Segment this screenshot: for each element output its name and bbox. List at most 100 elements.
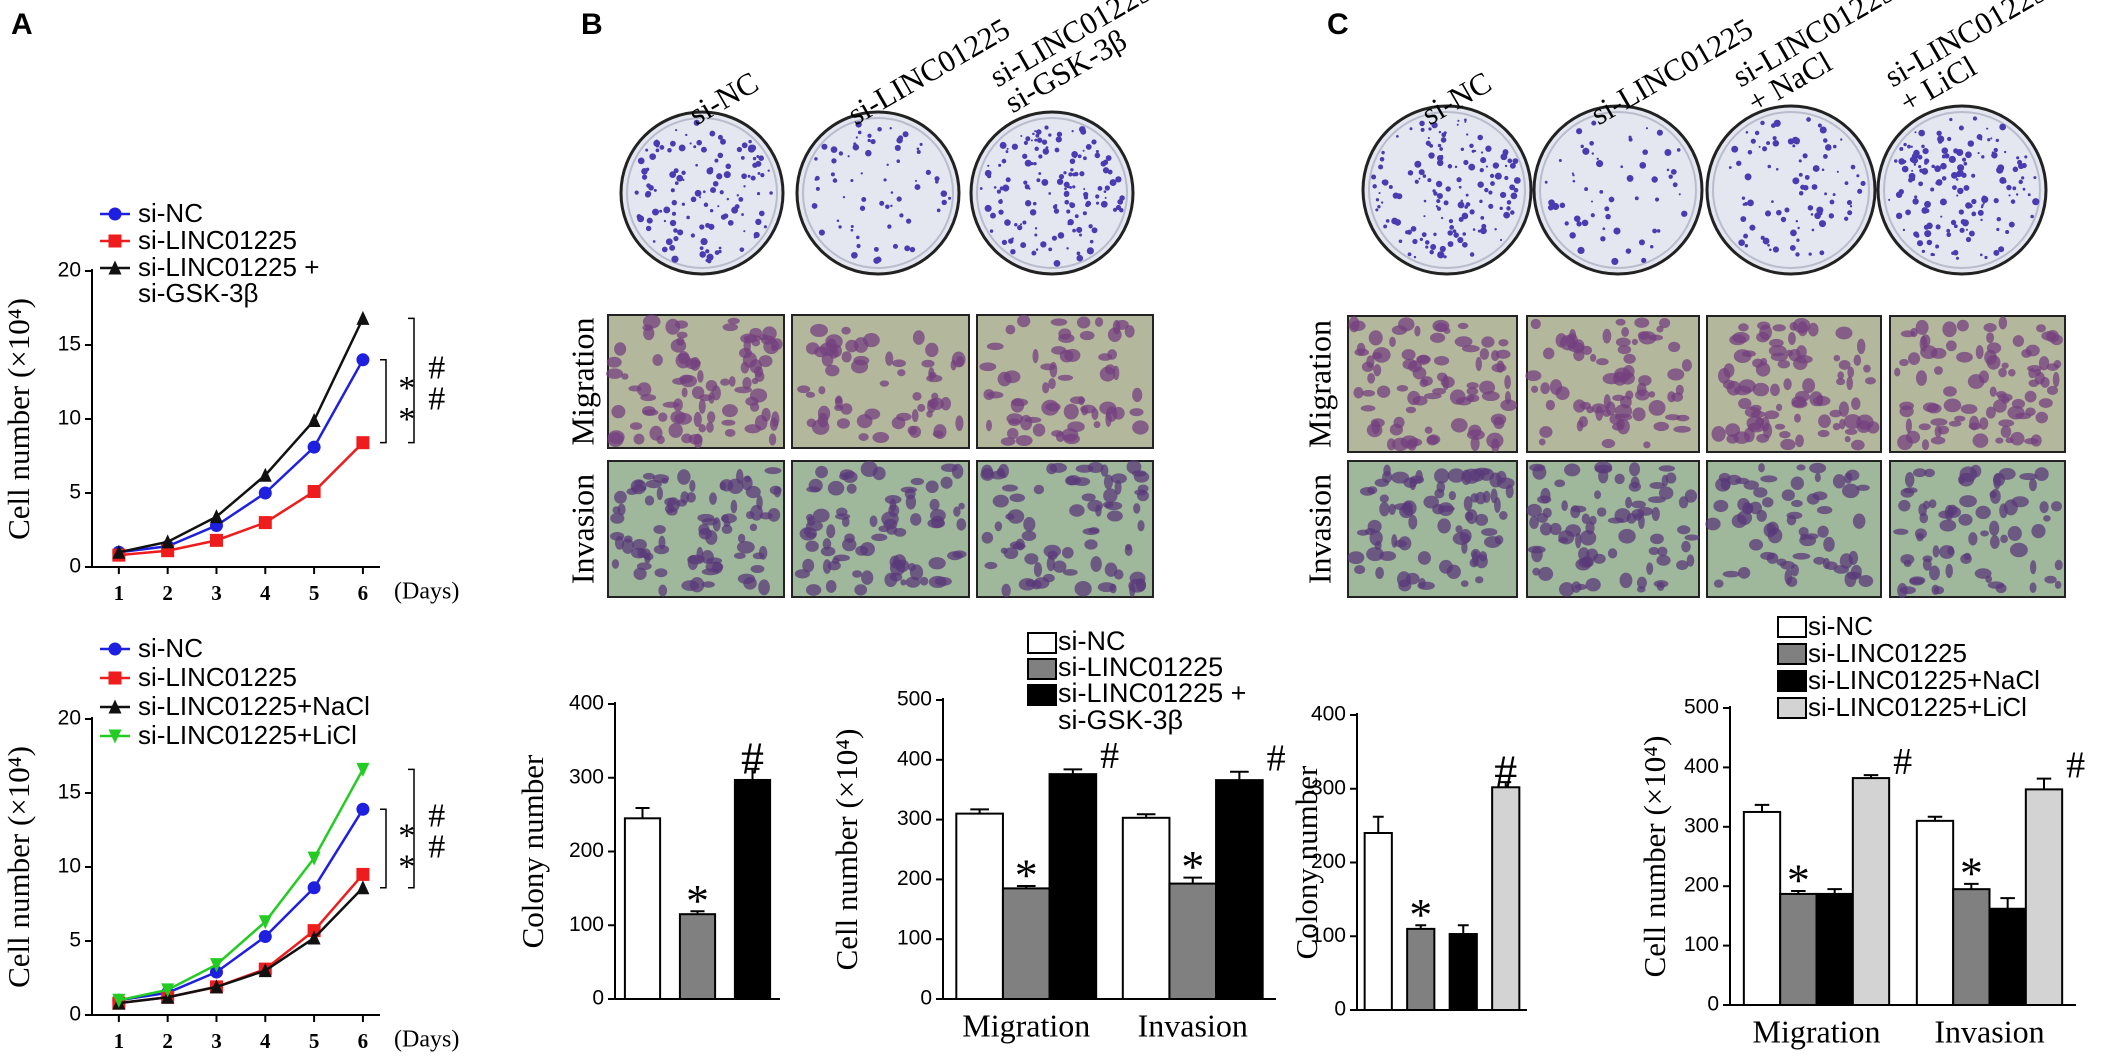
stained-cell bbox=[1598, 468, 1609, 484]
stained-cell bbox=[1051, 346, 1067, 355]
stained-cell bbox=[950, 359, 957, 371]
colony-dot bbox=[1054, 147, 1060, 153]
stained-cell bbox=[1603, 394, 1611, 410]
error-bar bbox=[1457, 924, 1469, 935]
colony-dot bbox=[1063, 171, 1067, 175]
stained-cell bbox=[741, 475, 753, 491]
colony-dot bbox=[1094, 152, 1101, 159]
stained-cell bbox=[1817, 525, 1829, 538]
colony-dot bbox=[661, 246, 668, 253]
stained-cell bbox=[676, 331, 688, 339]
stained-cell bbox=[1058, 333, 1075, 343]
colony-dot bbox=[702, 190, 706, 194]
colony-dot bbox=[1006, 147, 1009, 150]
stained-cell bbox=[1985, 406, 1996, 419]
colony-dot bbox=[1077, 154, 1082, 159]
y-tick-label: 5 bbox=[69, 929, 81, 952]
stained-cell bbox=[720, 513, 737, 524]
colony-dot bbox=[836, 219, 840, 222]
colony-dot bbox=[1787, 138, 1794, 145]
point bbox=[356, 436, 370, 450]
colony-dot bbox=[857, 130, 862, 135]
stained-cell bbox=[1614, 473, 1625, 485]
colony-dot bbox=[1076, 251, 1081, 256]
colony-dot bbox=[678, 144, 686, 152]
stained-cell bbox=[1591, 403, 1607, 414]
stained-cell bbox=[826, 524, 836, 539]
colony-dot bbox=[1818, 220, 1827, 228]
significance-mark: * bbox=[1787, 855, 1810, 906]
colony-dot bbox=[1052, 204, 1058, 210]
colony-dot bbox=[699, 224, 705, 230]
colony-dot bbox=[1736, 160, 1742, 166]
stained-cell bbox=[2041, 331, 2057, 341]
legend-swatch bbox=[1777, 697, 1807, 719]
stained-cell bbox=[927, 398, 939, 408]
colony-dot bbox=[1073, 171, 1079, 177]
colony-dot bbox=[1573, 215, 1581, 223]
colony-dot bbox=[1971, 198, 1977, 205]
colony-dot bbox=[685, 133, 688, 137]
y-tick-label: 100 bbox=[1311, 924, 1346, 947]
colony-dot bbox=[1073, 155, 1077, 159]
colony-dot bbox=[748, 139, 752, 144]
bar bbox=[1001, 887, 1051, 1000]
colony-dot bbox=[1903, 160, 1907, 164]
error-bar bbox=[1964, 882, 1979, 890]
colony-dot bbox=[1035, 248, 1039, 251]
panel-label: C bbox=[1327, 8, 1349, 41]
colony-dot bbox=[1747, 149, 1753, 155]
bar bbox=[1168, 882, 1218, 1000]
colony-dot bbox=[695, 163, 698, 167]
stained-cell bbox=[1103, 488, 1118, 503]
colony-dot bbox=[1008, 238, 1014, 244]
colony-dot bbox=[1014, 222, 1018, 227]
y-tick-label: 0 bbox=[1334, 998, 1346, 1021]
stained-cell bbox=[1653, 580, 1669, 588]
stained-cell bbox=[2029, 582, 2037, 593]
panel-label: B bbox=[581, 8, 603, 41]
point bbox=[307, 485, 321, 499]
colony-dot bbox=[1808, 252, 1812, 256]
stained-cell bbox=[1986, 332, 1995, 344]
stained-cell bbox=[981, 531, 994, 544]
colony-dot bbox=[1982, 202, 1985, 205]
stained-cell bbox=[1648, 547, 1660, 556]
legend-marker bbox=[108, 671, 122, 685]
colony-dot bbox=[706, 253, 714, 261]
stained-cell bbox=[842, 538, 857, 552]
colony-dot bbox=[1935, 179, 1943, 186]
colony-dot bbox=[1840, 138, 1843, 141]
colony-dot bbox=[855, 136, 858, 139]
stained-cell bbox=[840, 403, 853, 415]
colony-dot bbox=[1112, 207, 1118, 212]
stained-cell bbox=[812, 508, 830, 523]
colony-dot bbox=[1771, 200, 1774, 203]
stained-cell bbox=[827, 480, 845, 496]
colony-dot bbox=[1379, 156, 1385, 162]
stained-cell bbox=[1678, 496, 1689, 509]
y-tick-label: 100 bbox=[1684, 933, 1719, 956]
stained-cell bbox=[1718, 367, 1731, 384]
stained-cell bbox=[2046, 385, 2059, 395]
legend-label: si-NC bbox=[1058, 628, 1126, 657]
stained-cell bbox=[940, 476, 953, 489]
stained-cell bbox=[1908, 352, 1921, 365]
y-tick-label: 100 bbox=[569, 913, 604, 936]
colony-dot bbox=[914, 179, 918, 182]
colony-dot bbox=[1430, 244, 1437, 251]
colony-dot bbox=[1950, 156, 1955, 161]
micrograph bbox=[976, 460, 1154, 598]
stained-cell bbox=[854, 584, 868, 596]
x-tick-label: 3 bbox=[211, 1029, 222, 1053]
stained-cell bbox=[2000, 425, 2012, 438]
y-axis-label: Cell number (×10⁴) bbox=[1637, 736, 1672, 978]
colony-dot bbox=[699, 246, 704, 251]
colony-dot bbox=[984, 204, 992, 212]
stained-cell bbox=[2010, 431, 2025, 446]
stained-cell bbox=[1915, 370, 1927, 386]
colony-dot bbox=[669, 219, 677, 227]
stained-cell bbox=[654, 568, 668, 578]
colony-dot bbox=[1419, 120, 1425, 127]
colony-dot bbox=[1035, 133, 1040, 138]
